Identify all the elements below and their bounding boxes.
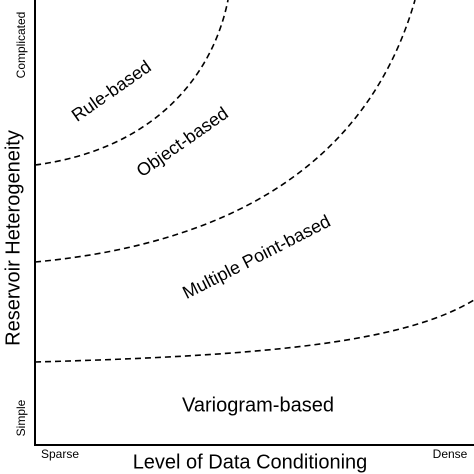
boundary-curve bbox=[34, 299, 474, 363]
boundary-curve bbox=[34, 0, 229, 166]
x-low-label: Sparse bbox=[41, 447, 79, 461]
region-label: Variogram-based bbox=[182, 394, 334, 416]
x-axis-label: Level of Data Conditioning bbox=[133, 451, 368, 473]
y-axis-label: Reservoir Heterogeneity bbox=[2, 130, 24, 346]
x-high-label: Dense bbox=[433, 447, 468, 461]
region-label: Object-based bbox=[133, 103, 232, 181]
boundary-curve bbox=[34, 0, 416, 263]
y-high-label: Complicated bbox=[14, 12, 28, 79]
y-low-label: Simple bbox=[14, 399, 28, 436]
region-label: Rule-based bbox=[68, 56, 155, 125]
